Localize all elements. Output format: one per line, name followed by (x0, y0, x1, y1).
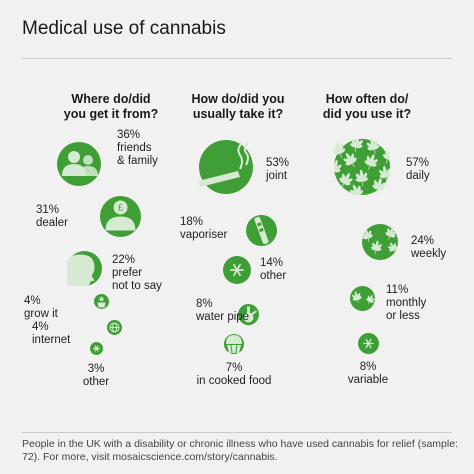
people-icon (57, 142, 101, 186)
bubble-label-2-0: 57% daily (406, 157, 430, 183)
bubble-label-1-1: 18% vaporiser (180, 216, 227, 242)
bubble-label-1-2: 14% other (260, 257, 286, 283)
bubble-value: 53% (266, 157, 290, 169)
bubble-category: dealer (36, 217, 68, 229)
bubble-2-2 (349, 285, 375, 311)
bubble-label-0-2: 22% prefer not to say (112, 254, 162, 293)
muffin-icon (224, 334, 244, 354)
column-heading-frequency: How often do/did you use it? (322, 92, 412, 121)
bubble-category: monthly (386, 297, 427, 309)
globe-icon (107, 320, 122, 335)
bubble-category: other (82, 376, 110, 388)
bubble-value: 18% (180, 216, 204, 228)
four-leaves-icon (362, 224, 398, 260)
bubble-label-2-1: 24% weekly (411, 235, 446, 261)
water-pipe-icon (238, 304, 259, 325)
bubble-label-0-1: 31% dealer (36, 204, 68, 230)
bubble-0-3 (93, 293, 109, 309)
bubble-value: 14% (260, 257, 284, 269)
bubble-0-0 (57, 142, 101, 186)
bubble-value: 11% (386, 284, 409, 296)
bubble-value: 3% (87, 363, 105, 375)
top-divider (22, 58, 452, 59)
bubble-2-0 (334, 139, 390, 195)
bubble-value: 4% (24, 295, 41, 307)
bottom-divider (22, 432, 452, 433)
bubble-category: variable (347, 374, 389, 386)
bubble-1-3 (237, 303, 259, 325)
bubble-category: prefer (112, 267, 143, 279)
bubble-label-1-4: 7% in cooked food (184, 362, 284, 388)
plant-pot-icon (94, 294, 109, 309)
bubble-0-2 (66, 250, 102, 286)
many-leaves-icon (334, 139, 390, 195)
footer-note: People in the UK with a disability or ch… (22, 438, 458, 463)
star-icon (90, 342, 103, 355)
bubble-category: joint (266, 170, 288, 182)
bubble-1-1 (245, 214, 277, 246)
page-title: Medical use of cannabis (22, 18, 226, 39)
bubble-label-1-3: 8% water pipe (196, 298, 249, 324)
bubble-2-1 (362, 224, 398, 260)
bubble-label-0-3: 4% grow it (24, 295, 58, 321)
bubble-category: daily (406, 170, 430, 182)
bubble-category: in cooked food (196, 375, 272, 387)
bubble-category: other (260, 270, 287, 282)
star-icon (223, 256, 251, 284)
joint-icon (199, 140, 253, 194)
vaporiser-icon (246, 215, 277, 246)
svg-text:£: £ (117, 202, 122, 212)
bubble-category: not to say (112, 280, 162, 292)
column-heading-method: How do/did you usually take it? (191, 92, 285, 121)
bubble-category: or less (386, 310, 420, 322)
bubble-1-2 (223, 256, 251, 284)
bubble-value: 8% (196, 298, 213, 310)
bubble-value: 24% (411, 235, 435, 247)
star-icon (358, 333, 379, 354)
bubble-2-3 (357, 332, 379, 354)
bubble-value: 7% (225, 362, 243, 374)
bubble-1-0 (199, 140, 253, 194)
bubble-0-5 (89, 341, 103, 355)
bubble-label-0-0: 36% friends & family (117, 129, 158, 168)
bubble-category: & family (117, 155, 158, 167)
bubble-label-0-5: 3% other (46, 363, 146, 389)
bubble-category: weekly (411, 248, 447, 260)
bubble-value: 22% (112, 254, 136, 266)
column-heading-source: Where do/did you get it from? (63, 92, 159, 121)
bubble-1-4 (224, 334, 244, 354)
bubble-category: vaporiser (180, 229, 228, 241)
bubble-category: water pipe (196, 311, 250, 323)
bubble-value: 31% (36, 204, 60, 216)
bubble-label-1-0: 53% joint (266, 157, 289, 183)
bubble-value: 36% (117, 129, 141, 141)
bubble-value: 57% (406, 157, 430, 169)
bubble-category: internet (32, 334, 71, 346)
bubble-label-2-2: 11% monthly or less (386, 284, 426, 323)
bubble-0-4 (106, 319, 122, 335)
bubble-label-0-4: 4% internet (32, 321, 70, 347)
bubble-value: 4% (32, 321, 49, 333)
bubble-category: grow it (24, 308, 58, 320)
bubble-0-1: £ (99, 195, 141, 237)
silhouette-icon (66, 251, 102, 286)
bubble-value: 8% (359, 361, 377, 373)
two-leaves-icon (350, 286, 375, 311)
dealer-icon: £ (100, 196, 141, 237)
bubble-label-2-3: 8% variable (318, 361, 418, 387)
bubble-category: friends (117, 142, 152, 154)
